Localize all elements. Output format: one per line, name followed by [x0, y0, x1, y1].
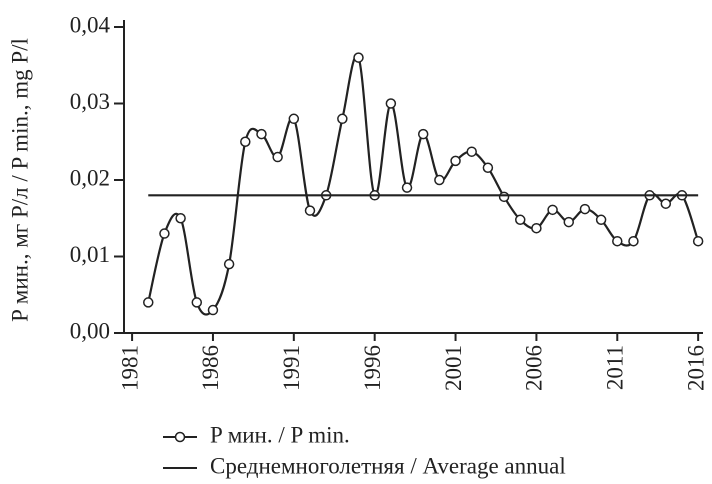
- data-point: [240, 136, 251, 147]
- x-tick-label: 1986: [198, 345, 223, 391]
- x-tick-label: 1981: [117, 345, 142, 391]
- data-point: [337, 113, 348, 125]
- data-point: [531, 222, 542, 234]
- x-tick-label: 2016: [683, 345, 708, 391]
- data-point: [272, 151, 283, 163]
- data-point: [175, 213, 186, 224]
- data-point: [514, 214, 526, 226]
- x-tick-label: 1991: [279, 345, 304, 391]
- data-point: [353, 52, 364, 63]
- data-point: [450, 155, 461, 167]
- y-tick-label: 0,00: [70, 318, 110, 343]
- data-point: [434, 174, 445, 186]
- data-point: [547, 204, 558, 216]
- data-point: [595, 214, 607, 226]
- x-tick-label: 2006: [522, 345, 547, 391]
- data-point: [498, 191, 510, 203]
- data-point: [191, 297, 203, 308]
- data-point: [207, 304, 219, 316]
- data-point: [256, 128, 267, 140]
- legend-marker: [174, 431, 186, 443]
- data-point: [288, 113, 300, 125]
- y-axis-label: P мин., мг P/л / P min., mg P/l: [7, 38, 32, 322]
- data-point: [401, 182, 413, 193]
- legend-label: P мин. / P min.: [210, 422, 350, 447]
- x-tick-label: 2011: [603, 345, 628, 390]
- data-point: [579, 203, 591, 215]
- data-point: [466, 146, 477, 157]
- data-point: [660, 198, 672, 209]
- data-point: [482, 162, 494, 174]
- data-point: [628, 235, 639, 247]
- x-tick-label: 2001: [441, 345, 466, 391]
- x-tick-label: 1996: [360, 345, 385, 391]
- data-point: [563, 216, 575, 228]
- data-point: [223, 258, 235, 270]
- data-point: [143, 297, 154, 308]
- y-tick-label: 0,03: [70, 89, 110, 114]
- series-line: [147, 54, 700, 316]
- data-point: [385, 98, 397, 109]
- y-tick-label: 0,01: [70, 242, 110, 267]
- legend-label: Среднемноголетняя / Average annual: [210, 453, 566, 478]
- data-point: [304, 205, 316, 216]
- data-point: [417, 128, 429, 140]
- y-tick-label: 0,04: [70, 12, 111, 37]
- data-point: [612, 235, 623, 247]
- data-point: [159, 228, 170, 239]
- y-tick-label: 0,02: [70, 165, 110, 190]
- data-point: [692, 235, 704, 247]
